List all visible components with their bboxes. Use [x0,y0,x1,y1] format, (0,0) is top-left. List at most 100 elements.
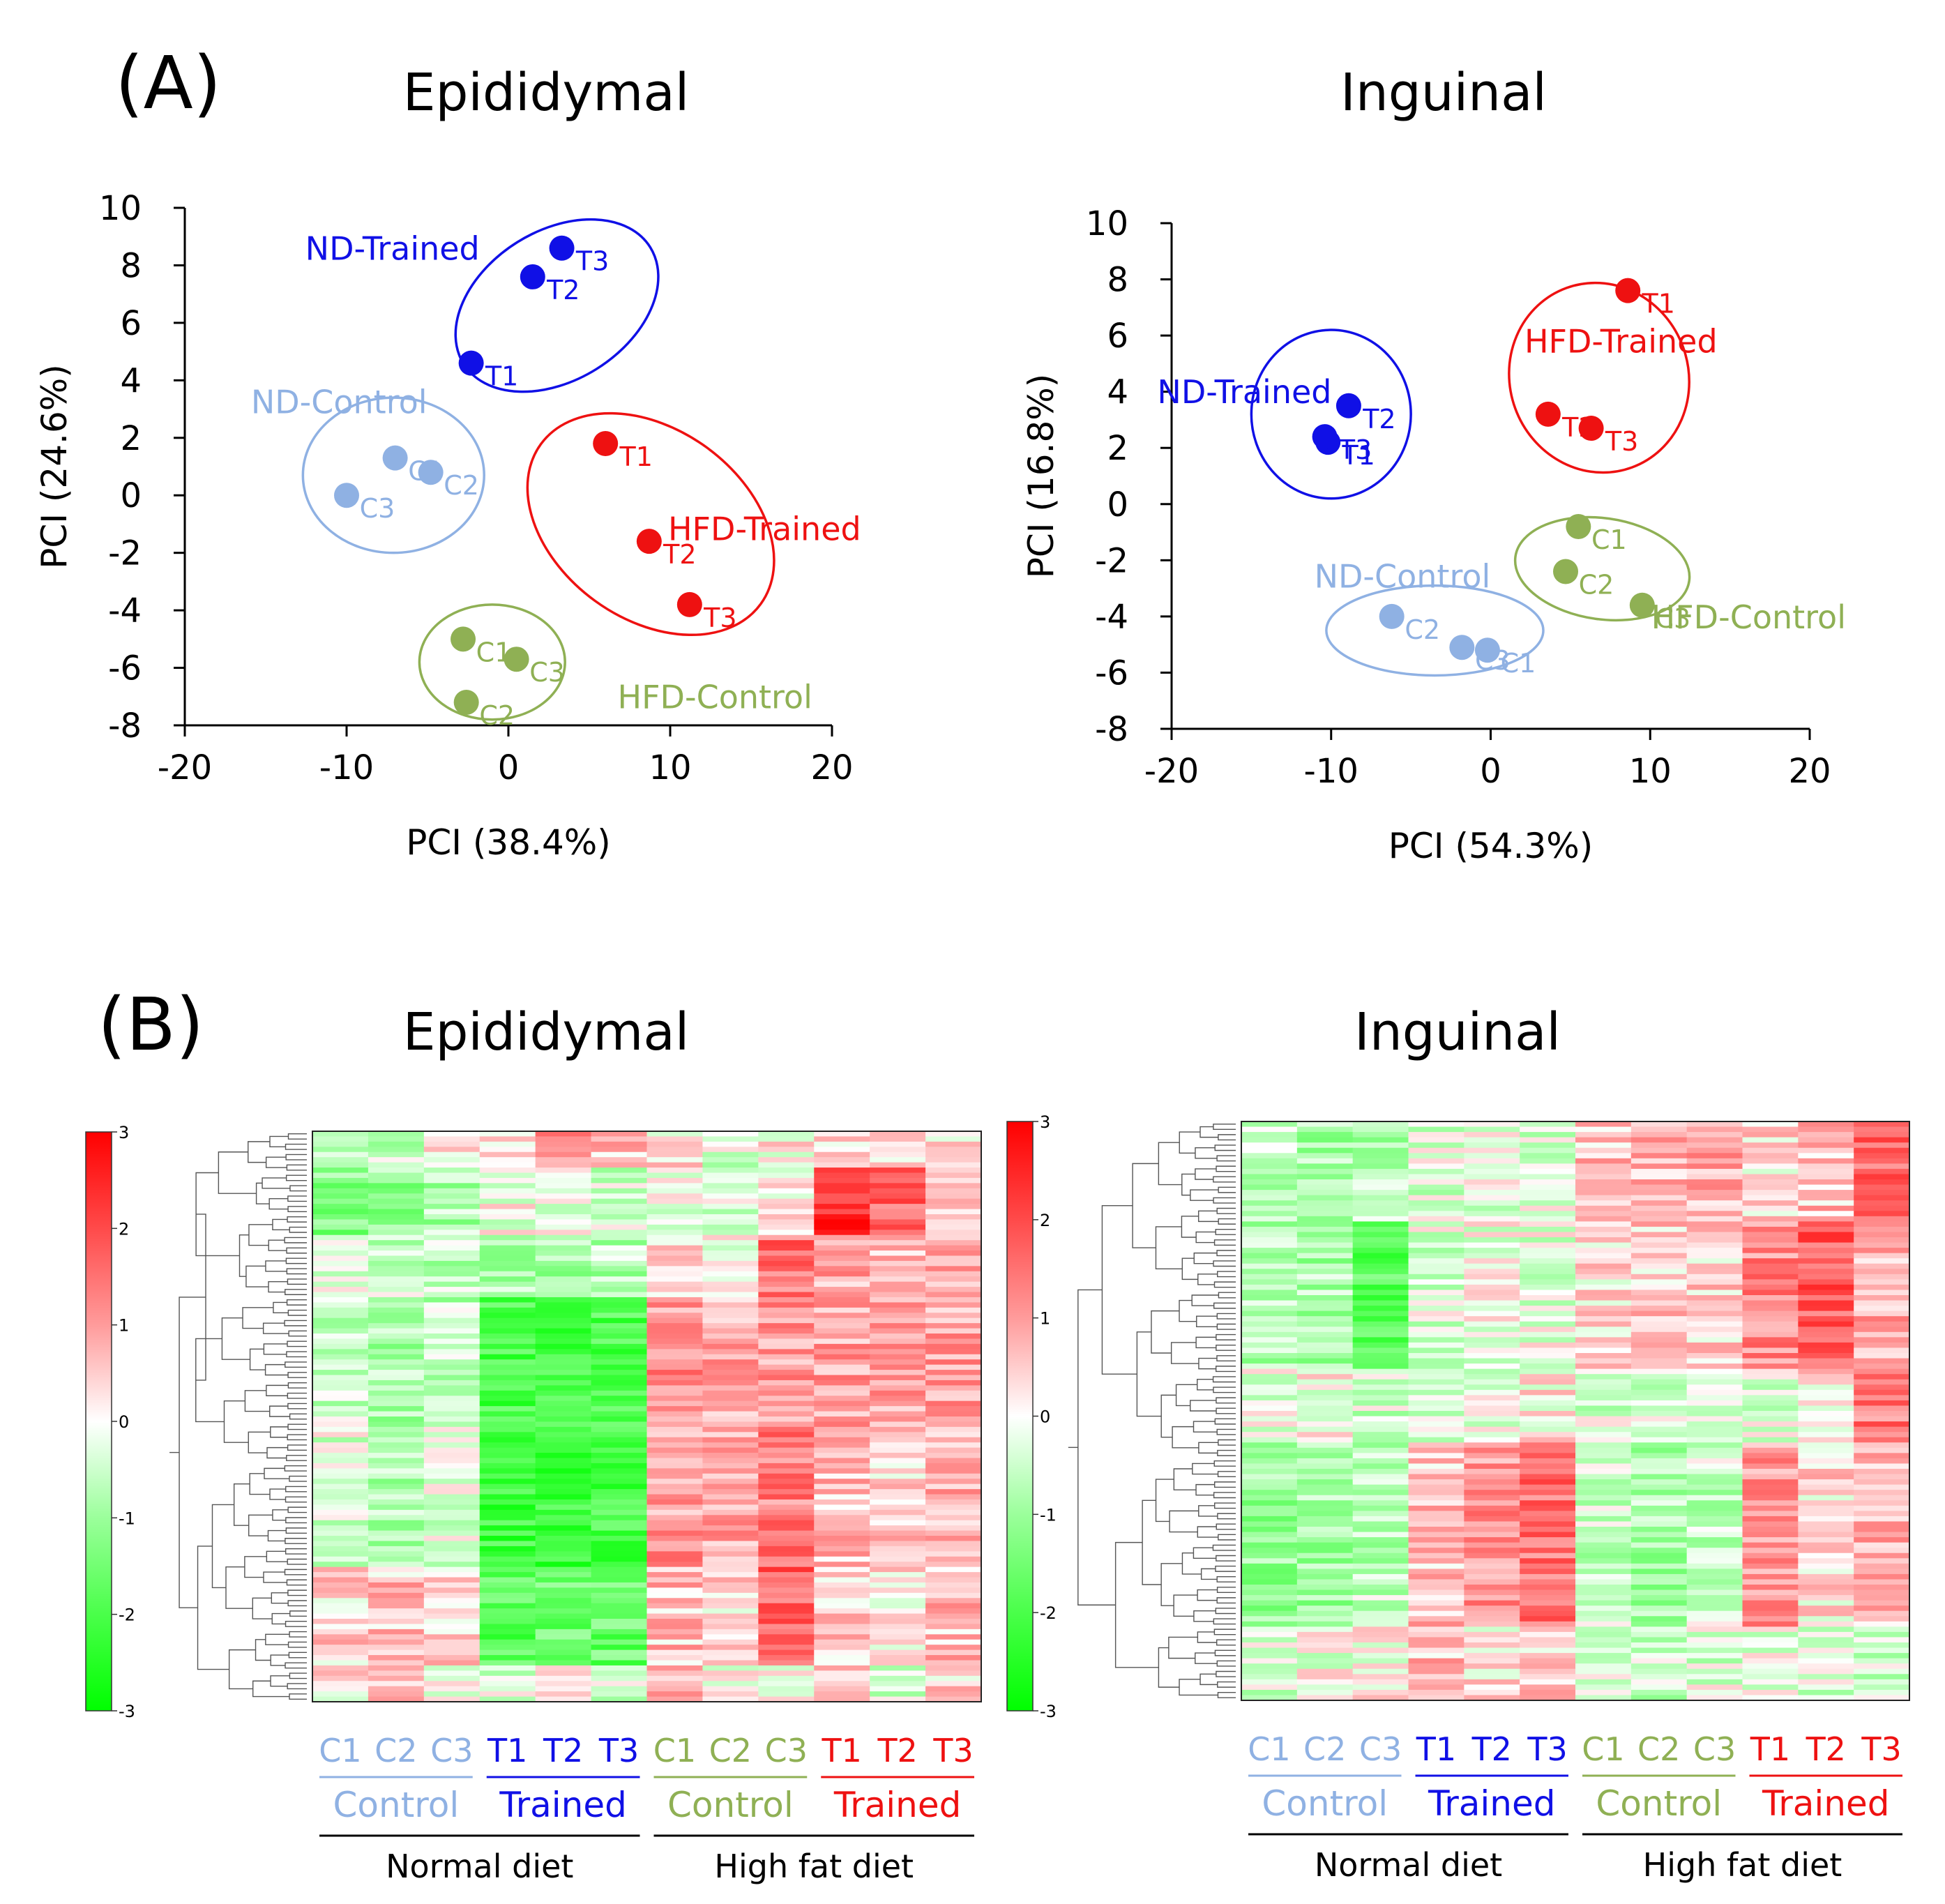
heatmap-cell [1630,1211,1688,1217]
heatmap-cell [1241,1616,1298,1622]
heatmap-cell [368,1131,425,1138]
heatmap-cell [1296,1416,1354,1422]
heatmap-cell [1520,1368,1576,1375]
heatmap-cell [1352,1573,1409,1580]
heatmap-cell [1296,1232,1354,1238]
heatmap-cell [368,1333,425,1340]
heatmap-cell [870,1147,926,1153]
heatmap-cell [1408,1658,1465,1664]
heatmap-cell [702,1489,759,1495]
heatmap-cell [1408,1569,1465,1575]
heatmap-cell [1296,1595,1354,1601]
heatmap-cell [702,1530,759,1536]
heatmap-cell [368,1224,425,1230]
heatmap-cell [591,1515,648,1521]
heatmap-cell [646,1624,704,1630]
heatmap-cell [814,1670,870,1677]
heatmap-cell [1464,1226,1520,1233]
heatmap-cell [1686,1221,1743,1227]
heatmap-cell [368,1219,425,1225]
heatmap-cell [1520,1306,1576,1312]
heatmap-cell [925,1255,982,1262]
heatmap-cell [1296,1674,1354,1680]
heatmap-cell [1296,1442,1354,1449]
heatmap-cell [1352,1168,1409,1175]
group-ellipse-hfd-trained [526,411,775,637]
heatmap-cell [1241,1337,1298,1343]
heatmap-cell [702,1536,759,1542]
heatmap-cell [758,1665,815,1671]
heatmap-cell [1742,1600,1799,1606]
color-scale-label: 0 [119,1412,129,1432]
heatmap-cell [1408,1374,1465,1380]
heatmap-cell [1742,1232,1799,1238]
heatmap-cell [1352,1237,1409,1244]
heatmap-cell [1798,1610,1854,1617]
heatmap-cell [1296,1631,1354,1638]
heatmap-cell [814,1385,870,1391]
heatmap-cell [646,1572,704,1578]
heatmap-cell [1408,1211,1465,1217]
dendrogram-branch [1217,1271,1236,1278]
heatmap-cell [1575,1542,1632,1548]
heatmap-cell [1686,1463,1743,1469]
diet-label: High fat diet [1643,1846,1842,1884]
heatmap-cell [702,1619,759,1625]
heatmap-cell [1686,1631,1743,1638]
heatmap-cell [1798,1263,1854,1269]
heatmap-cell [423,1592,480,1599]
heatmap-cell [1630,1695,1688,1701]
heatmap-cell [1296,1695,1354,1701]
heatmap-cell [535,1302,592,1308]
dendrogram-branch [266,1384,289,1396]
heatmap-cell [1630,1389,1688,1396]
heatmap-cell [1241,1516,1298,1523]
heatmap-cell [1464,1453,1520,1459]
heatmap-cell [1742,1242,1799,1248]
heatmap-cell [1742,1284,1799,1291]
heatmap-cell [1854,1653,1910,1659]
heatmap-cell [535,1188,592,1194]
y-axis-label: PCI (16.8%) [1021,374,1061,579]
heatmap-cell [1241,1631,1298,1638]
heatmap-cell [312,1188,369,1194]
heatmap-cell [1352,1674,1409,1680]
heatmap-cell [1241,1658,1298,1664]
heatmap-cell [423,1204,480,1210]
dendrogram-branch [1197,1210,1219,1223]
heatmap-cell [479,1177,536,1184]
heatmap-cell [925,1375,982,1381]
heatmap-cell [1408,1300,1465,1306]
heatmap-cell [368,1390,425,1396]
dendrogram-branch [285,1174,307,1181]
heatmap-cell [1464,1137,1520,1143]
y-tick-label: 4 [120,361,142,400]
heatmap-cell [423,1624,480,1630]
heatmap-cell [479,1375,536,1381]
heatmap-cell [1241,1442,1298,1449]
heatmap-cell [925,1608,982,1615]
heatmap-cell [1742,1195,1799,1201]
column-label: T2 [1806,1730,1846,1768]
heatmap-cell [368,1520,425,1526]
heatmap-cell [368,1598,425,1604]
heatmap-cell [1575,1310,1632,1317]
heatmap-cell [814,1172,870,1179]
heatmap-cell [646,1489,704,1495]
group-label: Trained [1428,1783,1555,1824]
heatmap-cell [814,1598,870,1604]
heatmap-cell [1742,1463,1799,1469]
heatmap-cell [1575,1658,1632,1664]
heatmap-cell [1520,1179,1576,1186]
heatmap-cell [1241,1484,1298,1490]
heatmap-cell [1296,1400,1354,1407]
group-ellipse-nd-control [301,396,485,554]
heatmap-cell [1798,1579,1854,1585]
dendrogram-branch [264,1363,289,1376]
heatmap-cell [1520,1569,1576,1575]
heatmap-cell [535,1266,592,1272]
heatmap-cell [925,1437,982,1443]
heatmap-cell [1352,1621,1409,1627]
heatmap-cell [1464,1221,1520,1227]
data-point [504,647,529,672]
